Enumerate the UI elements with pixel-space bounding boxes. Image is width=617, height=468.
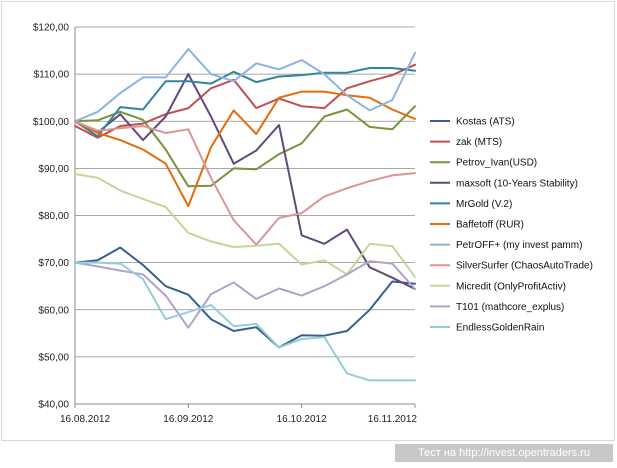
legend-label: maxsoft (10-Years Stability) bbox=[456, 178, 578, 189]
x-tick-label: 16.08.2012 bbox=[60, 414, 110, 425]
y-tick-label: $40,00 bbox=[38, 400, 69, 411]
series-line bbox=[74, 260, 416, 329]
y-tick-label: $110,00 bbox=[34, 70, 70, 81]
series-line bbox=[74, 48, 416, 123]
legend-label: Petrov_Ivan(USD) bbox=[456, 158, 537, 169]
y-tick-label: $120,00 bbox=[33, 23, 70, 34]
series-line bbox=[74, 90, 416, 208]
series-line bbox=[74, 105, 416, 188]
series-line bbox=[74, 173, 416, 278]
footer-text: Тест на http://invest.opentraders.ru bbox=[395, 444, 613, 462]
legend-label: Micredit (OnlyProfitActiv) bbox=[456, 281, 566, 292]
legend-label: Baffetoff (RUR) bbox=[456, 220, 524, 231]
legend-label: EndlessGoldenRain bbox=[456, 323, 544, 334]
y-tick-label: $60,00 bbox=[38, 305, 69, 316]
legend: Kostas (ATS) zak (MTS) Petrov_Ivan(USD)max… bbox=[430, 117, 593, 334]
legend-label: zak (MTS) bbox=[456, 137, 502, 148]
x-tick-label: 16.10.2012 bbox=[277, 414, 327, 425]
series-line bbox=[74, 67, 416, 138]
x-tick-label: 16.09.2012 bbox=[163, 414, 213, 425]
y-tick-label: $70,00 bbox=[38, 258, 69, 269]
x-tick-label: 16.11.2012 bbox=[368, 414, 418, 425]
y-tick-label: $50,00 bbox=[38, 352, 69, 363]
y-tick-label: $100,00 bbox=[33, 117, 70, 128]
axes: $40,00 $50,00 $60,00 $70,00 $80,00 $90,00 $100… bbox=[33, 23, 418, 426]
series-line bbox=[74, 261, 416, 382]
series-lines bbox=[74, 48, 416, 382]
series-line bbox=[74, 120, 416, 246]
legend-label: Kostas (ATS) bbox=[456, 117, 515, 128]
y-tick-label: $90,00 bbox=[38, 164, 69, 175]
series-line bbox=[74, 246, 416, 349]
legend-label: SilverSurfer (ChaosAutoTrade) bbox=[456, 261, 593, 272]
y-tick-label: $80,00 bbox=[38, 211, 69, 222]
legend-label: MrGold (V.2) bbox=[456, 199, 512, 210]
legend-label: T101 (mathcore_explus) bbox=[456, 302, 564, 313]
legend-label: PetrOFF+ (my invest pamm) bbox=[456, 240, 582, 251]
series-line bbox=[74, 63, 416, 139]
